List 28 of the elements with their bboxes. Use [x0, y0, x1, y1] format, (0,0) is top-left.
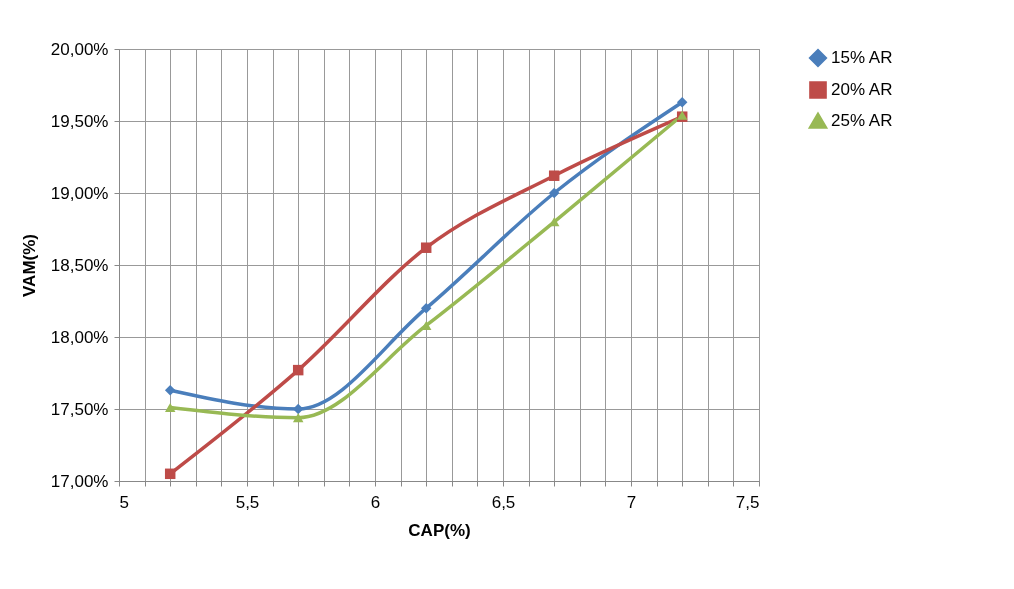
point: [164, 385, 176, 396]
y-tick-label: 18,00%: [50, 327, 109, 347]
y-tick-label: 17,00%: [50, 471, 109, 491]
point: [420, 242, 432, 253]
legend-label: 15% AR: [831, 48, 893, 67]
point: [548, 187, 560, 199]
point: [676, 97, 688, 108]
point: [420, 302, 432, 314]
legend-label: 25% AR: [831, 111, 893, 130]
point: [164, 468, 176, 480]
legend-label: 20% AR: [831, 80, 893, 99]
point: [164, 403, 176, 413]
x-tick-label: 7,5: [735, 492, 760, 512]
y-tick-label: 19,00%: [50, 183, 109, 203]
x-tick-label: 5: [119, 492, 129, 512]
y-tick-label: 18,50%: [50, 255, 109, 275]
point: [548, 170, 560, 181]
y-axis-title: VAM(%): [19, 234, 39, 297]
x-tick-label: 6: [370, 492, 381, 512]
x-axis-title: CAP(%): [408, 520, 471, 540]
x-tick-label: 7: [626, 492, 637, 512]
point: [292, 364, 304, 376]
point: [292, 413, 304, 423]
y-tick-label: 20,00%: [50, 39, 109, 59]
y-tick-label: 17,50%: [50, 399, 109, 419]
x-tick-label: 6,5: [491, 492, 516, 512]
x-tick-label: 5,5: [235, 492, 260, 512]
y-tick-label: 19,50%: [50, 111, 109, 131]
